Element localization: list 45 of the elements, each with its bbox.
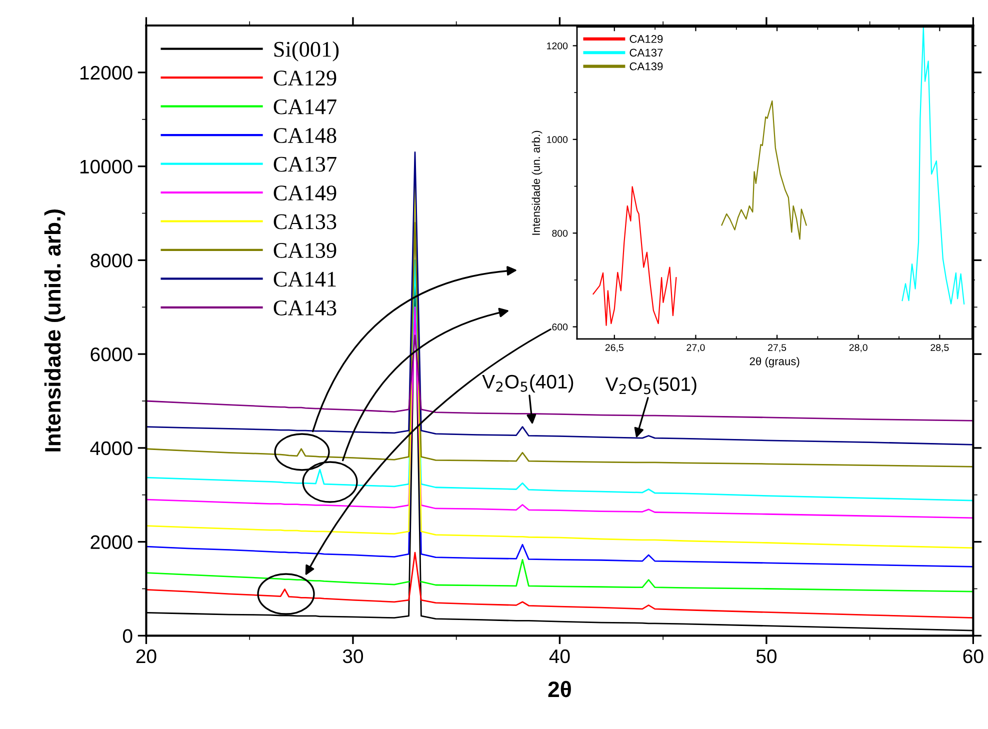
y-axis-title: Intensidade (un. arb.) — [532, 130, 542, 235]
y-axis-title: Intensidade (unid. arb.) — [44, 209, 66, 452]
x-tick-label: 50 — [756, 649, 776, 664]
x-tick-label: 27,0 — [686, 344, 705, 352]
line-series — [146, 552, 974, 619]
legend-label: CA137 — [274, 156, 336, 172]
line-series — [592, 186, 677, 326]
annotation: V$_{2}$O$_{5}$(501) — [605, 376, 696, 395]
y-tick-label: 10000 — [80, 160, 132, 174]
y-tick-label: 12000 — [80, 66, 132, 80]
y-tick-label: 4000 — [90, 441, 132, 456]
legend-label: CA129 — [274, 70, 336, 86]
y-tick-label: 600 — [552, 324, 568, 330]
x-tick-label: 28,5 — [930, 344, 949, 352]
x-tick-label: 60 — [963, 649, 984, 664]
legend-label: CA147 — [274, 99, 336, 114]
y-tick-label: 8000 — [90, 254, 132, 268]
y-tick-label: 2000 — [90, 535, 132, 550]
line-series — [902, 26, 965, 304]
legend-label: CA139 — [630, 62, 663, 70]
y-tick-label: 0 — [122, 629, 132, 643]
legend-label: CA133 — [274, 214, 336, 230]
annotation: V$_{2}$O$_{5}$(401) — [482, 374, 574, 392]
line-series — [721, 100, 807, 240]
legend-label: CA139 — [274, 243, 336, 258]
legend-label: CA129 — [630, 35, 663, 43]
x-axis-title: 2θ (graus) — [750, 357, 800, 368]
legend-label: Si(001) — [274, 41, 339, 62]
y-tick-label: 800 — [552, 230, 568, 237]
x-tick-label: 20 — [136, 649, 156, 664]
legend-label: CA149 — [274, 186, 336, 201]
x-axis-title: 2θ — [548, 680, 571, 698]
y-tick-label: 1200 — [547, 42, 568, 50]
y-tick-label: 1000 — [547, 136, 568, 144]
x-tick-label: 27,5 — [768, 344, 786, 352]
x-tick-label: 26,5 — [605, 344, 624, 352]
x-tick-label: 28,0 — [849, 344, 868, 352]
x-tick-label: 40 — [549, 649, 570, 664]
y-tick-label: 6000 — [90, 348, 132, 362]
legend-label: CA148 — [274, 128, 336, 144]
legend-label: CA141 — [274, 272, 336, 287]
line-series — [146, 152, 974, 446]
legend-label: CA143 — [274, 300, 336, 316]
legend-label: CA137 — [630, 48, 663, 57]
x-tick-label: 30 — [342, 649, 364, 664]
